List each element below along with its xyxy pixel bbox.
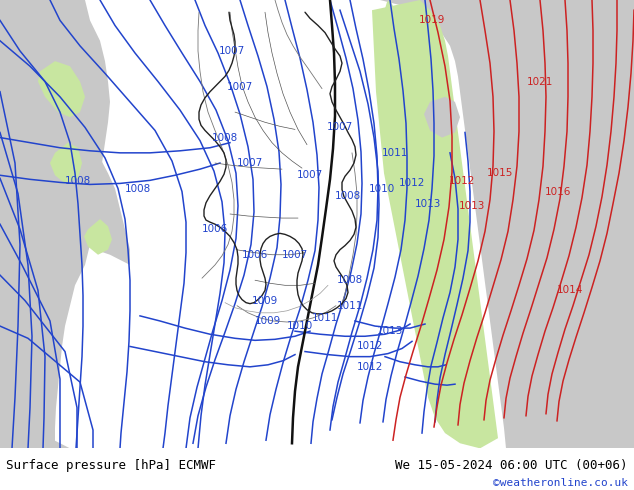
Polygon shape bbox=[379, 0, 410, 102]
Polygon shape bbox=[372, 0, 498, 448]
Text: 1008: 1008 bbox=[125, 184, 151, 194]
Text: 1008: 1008 bbox=[212, 133, 238, 143]
Polygon shape bbox=[84, 219, 112, 255]
Text: 1012: 1012 bbox=[357, 362, 383, 372]
Text: We 15-05-2024 06:00 UTC (00+06): We 15-05-2024 06:00 UTC (00+06) bbox=[395, 459, 628, 472]
Text: 1007: 1007 bbox=[327, 122, 353, 132]
Text: 1010: 1010 bbox=[287, 321, 313, 331]
Text: 1008: 1008 bbox=[337, 275, 363, 285]
Text: 1007: 1007 bbox=[297, 170, 323, 180]
Text: 1012: 1012 bbox=[399, 178, 425, 189]
Text: 1008: 1008 bbox=[335, 191, 361, 200]
Text: 1013: 1013 bbox=[459, 201, 485, 211]
Text: 1010: 1010 bbox=[369, 184, 395, 194]
Text: 1007: 1007 bbox=[237, 158, 263, 168]
Polygon shape bbox=[380, 0, 634, 448]
Text: 1009: 1009 bbox=[252, 295, 278, 306]
Text: 1006: 1006 bbox=[202, 224, 228, 234]
Text: ©weatheronline.co.uk: ©weatheronline.co.uk bbox=[493, 478, 628, 488]
Text: 1011: 1011 bbox=[337, 301, 363, 311]
Text: 1008: 1008 bbox=[65, 176, 91, 186]
Text: 1007: 1007 bbox=[282, 250, 308, 260]
Text: 1007: 1007 bbox=[227, 82, 253, 92]
Text: Surface pressure [hPa] ECMWF: Surface pressure [hPa] ECMWF bbox=[6, 459, 216, 472]
Text: 1021: 1021 bbox=[527, 76, 553, 87]
Text: 1014: 1014 bbox=[557, 285, 583, 295]
Polygon shape bbox=[0, 0, 110, 448]
Text: 1013: 1013 bbox=[415, 199, 441, 209]
Polygon shape bbox=[50, 143, 82, 183]
Polygon shape bbox=[0, 0, 70, 448]
Text: 1015: 1015 bbox=[487, 168, 513, 178]
Text: 1012: 1012 bbox=[449, 176, 476, 186]
Text: 1012: 1012 bbox=[357, 342, 383, 351]
Text: 1019: 1019 bbox=[419, 15, 445, 25]
Text: 1011: 1011 bbox=[312, 313, 338, 323]
Text: 1006: 1006 bbox=[242, 250, 268, 260]
Text: 1013: 1013 bbox=[377, 326, 403, 336]
Text: 1009: 1009 bbox=[255, 316, 281, 326]
Text: 1016: 1016 bbox=[545, 187, 571, 196]
Text: 1007: 1007 bbox=[219, 46, 245, 56]
Text: 1011: 1011 bbox=[382, 148, 408, 158]
Polygon shape bbox=[0, 0, 130, 265]
Polygon shape bbox=[424, 97, 460, 138]
Polygon shape bbox=[38, 61, 85, 117]
